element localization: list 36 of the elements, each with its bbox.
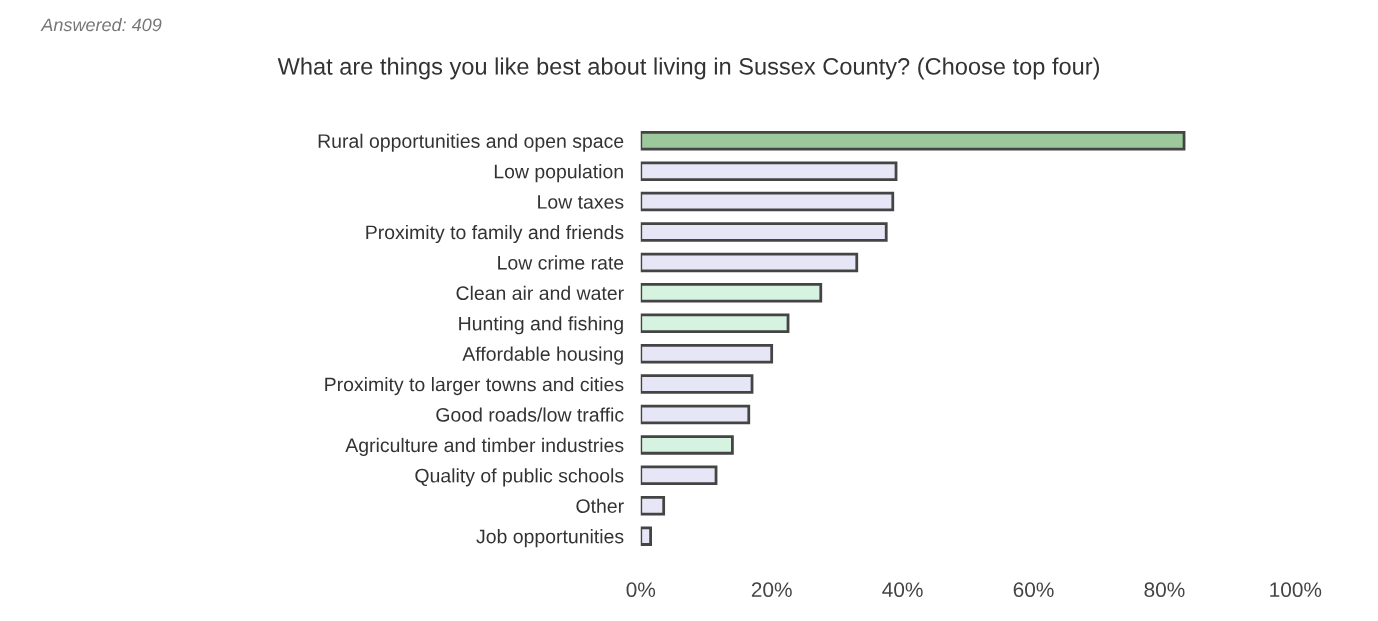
y-tick-label: Good roads/low traffic	[436, 407, 624, 422]
bar	[640, 313, 790, 333]
x-tick-label: 40%	[882, 582, 923, 598]
y-tick-label: Clean air and water	[456, 285, 624, 301]
x-tick-label: 20%	[751, 582, 792, 598]
x-tick-label: 100%	[1270, 582, 1322, 598]
x-tick-label: 80%	[1144, 582, 1185, 598]
bar	[640, 131, 1186, 151]
bar	[640, 495, 666, 516]
y-tick-label: Quality of public schools	[415, 468, 624, 487]
y-tick-label: Proximity to larger towns and cities	[325, 377, 624, 396]
bar	[640, 465, 718, 486]
bar	[640, 161, 898, 181]
bar	[640, 526, 652, 546]
y-tick-label: Agriculture and timber industries	[345, 437, 624, 456]
x-tick-label: 0%	[626, 582, 656, 598]
y-tick-label: Other	[576, 498, 624, 513]
x-tick-label: 60%	[1013, 582, 1054, 598]
chart-title: What are things you like best about living in Sussex County? (Choose top four)	[277, 57, 1100, 80]
y-tick-label: Job opportunities	[476, 529, 624, 548]
bar	[640, 374, 754, 394]
y-tick-label: Affordable housing	[462, 346, 623, 365]
bar	[640, 222, 888, 242]
bar	[640, 404, 751, 425]
y-tick-label: Hunting and fishing	[459, 316, 623, 335]
y-tick-label: Low population	[494, 164, 623, 183]
y-tick-label: Proximity to family and friends	[366, 224, 624, 244]
y-tick-label: Rural opportunities and open space	[318, 133, 624, 152]
y-tick-label: Low taxes	[538, 195, 624, 209]
bar	[640, 191, 895, 212]
bar	[640, 343, 774, 364]
text: Answered: 409	[40, 17, 162, 32]
bar	[640, 252, 859, 273]
bar	[640, 283, 823, 303]
y-tick-label: Low crime rate	[498, 255, 624, 270]
bar	[640, 435, 734, 455]
